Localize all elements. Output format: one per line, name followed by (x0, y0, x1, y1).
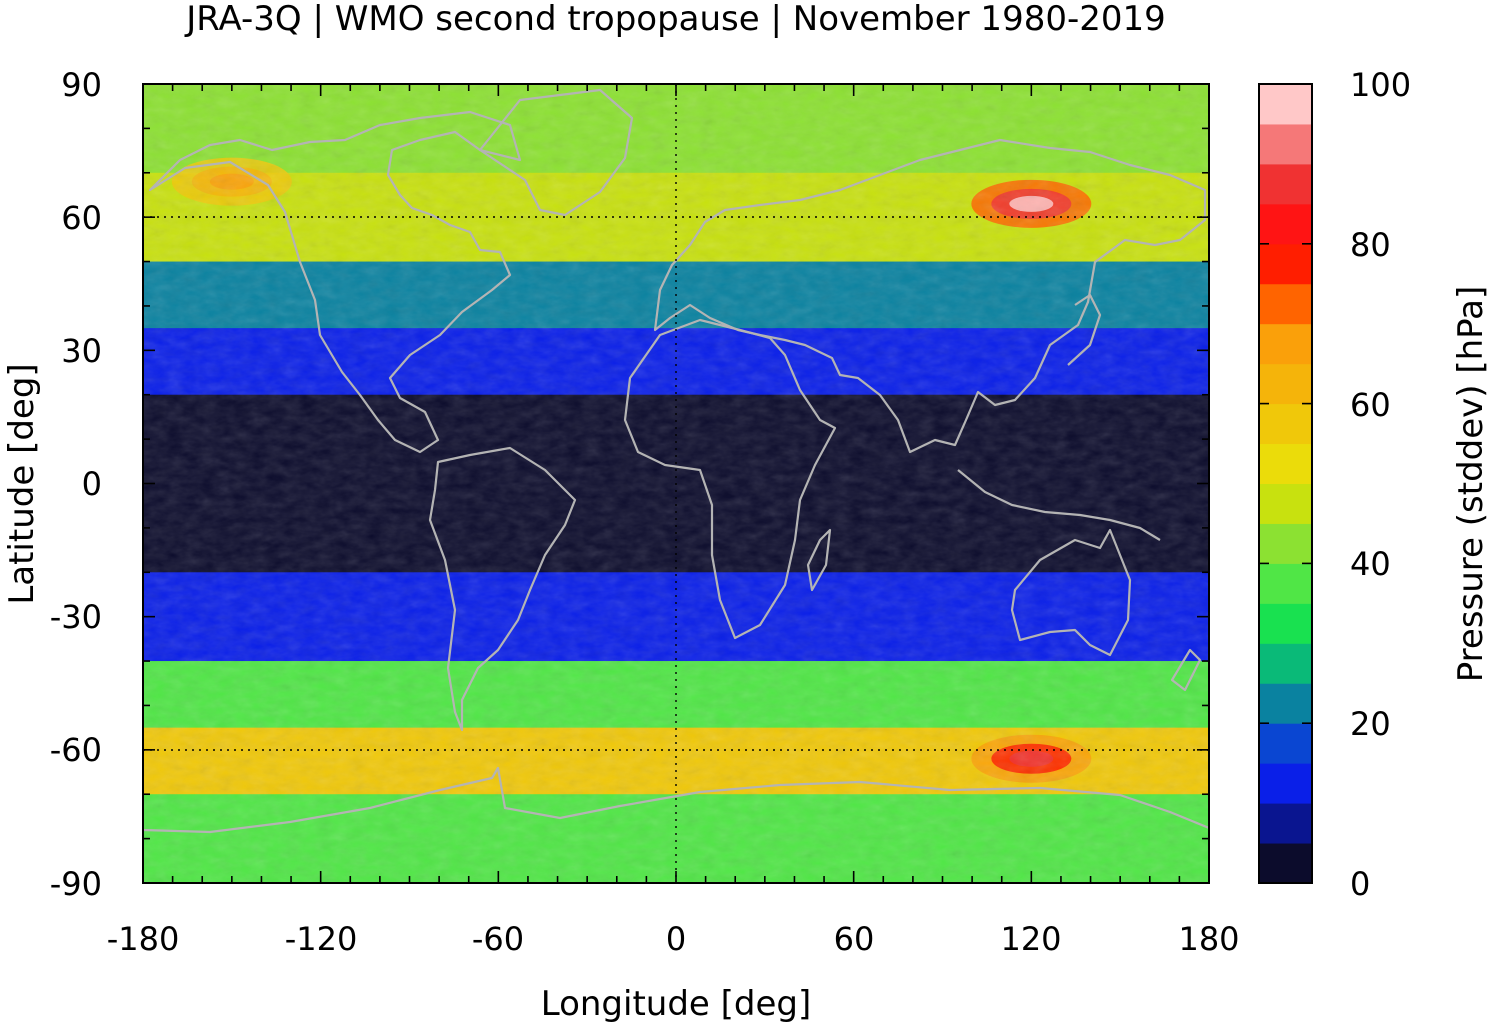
colorbar-tick-label: 20 (1350, 705, 1391, 743)
colorbar-swatch (1259, 523, 1312, 564)
coast-indonesia (957, 469, 1161, 541)
colorbar-swatch (1259, 403, 1312, 445)
x-tick-label: 180 (1178, 920, 1239, 958)
x-axis-label: Longitude [deg] (541, 984, 812, 1024)
colorbar-swatch (1259, 643, 1312, 684)
y-axis-label: Latitude [deg] (2, 363, 42, 604)
y-axis: 90 60 30 0 -30 -60 -90 Latitude [deg] (2, 66, 102, 903)
coast-japan (1067, 293, 1102, 366)
chart-title: JRA-3Q | WMO second tropopause | Novembe… (184, 0, 1166, 39)
y-tick-label: 30 (61, 332, 102, 370)
x-tick-label: -120 (285, 920, 358, 958)
colorbar-tick-label: 100 (1350, 66, 1411, 104)
coast-antarctica (143, 766, 1209, 834)
colorbar-swatch (1259, 203, 1312, 245)
colorbar-tick-label: 40 (1350, 545, 1391, 583)
colorbar-swatch (1259, 84, 1312, 125)
colorbar-swatches (1259, 84, 1312, 884)
colorbar-swatch (1259, 243, 1312, 285)
y-tick-label: 90 (61, 66, 102, 104)
colorbar-tick-label: 80 (1350, 226, 1391, 264)
colorbar-tick-label: 0 (1350, 865, 1370, 903)
dotted-grid (143, 84, 1209, 883)
colorbar-swatch (1259, 323, 1312, 365)
colorbar-swatch (1259, 563, 1312, 604)
coastlines (143, 88, 1209, 834)
x-axis: -180 -120 -60 0 60 120 180 Longitude [de… (107, 920, 1240, 1024)
colorbar-label: Pressure (stddev) [hPa] (1451, 286, 1491, 682)
coast-australia (1010, 528, 1132, 657)
coast-madagascar (806, 528, 832, 592)
colorbar-swatch (1259, 763, 1312, 804)
colorbar-swatch (1259, 603, 1312, 644)
x-tick-label: -60 (472, 920, 524, 958)
x-tick-label: -180 (107, 920, 180, 958)
plot-frame (142, 83, 1210, 884)
coast-africa (623, 318, 837, 640)
x-tick-label: 60 (834, 920, 875, 958)
y-tick-label: -30 (50, 598, 102, 636)
colorbar-swatch (1259, 443, 1312, 484)
colorbar-swatch (1259, 163, 1312, 205)
y-tick-label: 60 (61, 199, 102, 237)
y-tick-label: 0 (82, 465, 102, 503)
plot-frame-ticks (142, 83, 1210, 884)
colorbar-swatch (1259, 483, 1312, 524)
colorbar-frame (1258, 83, 1313, 884)
x-tick-label: 120 (1000, 920, 1061, 958)
colorbar-swatch (1259, 363, 1312, 405)
colorbar-swatch (1259, 843, 1312, 884)
coast-south-america (428, 446, 577, 732)
colorbar-swatch (1259, 283, 1312, 325)
y-tick-label: -60 (50, 731, 102, 769)
map-area (142, 83, 1210, 884)
coast-new-zealand (1170, 648, 1202, 692)
colorbar-tick-label: 60 (1350, 386, 1391, 424)
colorbar: 100 80 60 40 20 0 Pressure (stddev) [hPa… (1258, 66, 1491, 903)
colorbar-swatch (1259, 723, 1312, 764)
colorbar-swatch (1259, 123, 1312, 165)
colorbar-swatch (1259, 683, 1312, 724)
colorbar-swatch (1259, 803, 1312, 844)
x-tick-label: 0 (666, 920, 686, 958)
coast-eurasia (653, 138, 1207, 454)
coast-greenland (478, 88, 634, 217)
y-tick-label: -90 (50, 865, 102, 903)
coast-north-america (148, 110, 522, 454)
